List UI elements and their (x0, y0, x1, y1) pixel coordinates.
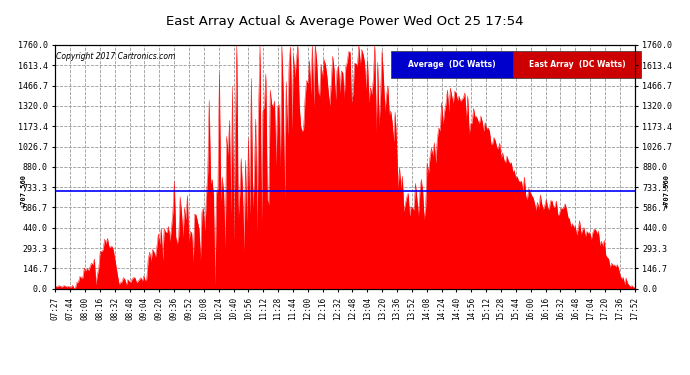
Text: East Array  (DC Watts): East Array (DC Watts) (529, 60, 625, 69)
Text: Average  (DC Watts): Average (DC Watts) (408, 60, 496, 69)
Text: +707.560: +707.560 (20, 174, 26, 208)
FancyBboxPatch shape (391, 51, 513, 78)
FancyBboxPatch shape (513, 51, 640, 78)
Text: +707.560: +707.560 (664, 174, 670, 208)
Text: Copyright 2017 Cartronics.com: Copyright 2017 Cartronics.com (57, 53, 176, 61)
Text: East Array Actual & Average Power Wed Oct 25 17:54: East Array Actual & Average Power Wed Oc… (166, 15, 524, 28)
